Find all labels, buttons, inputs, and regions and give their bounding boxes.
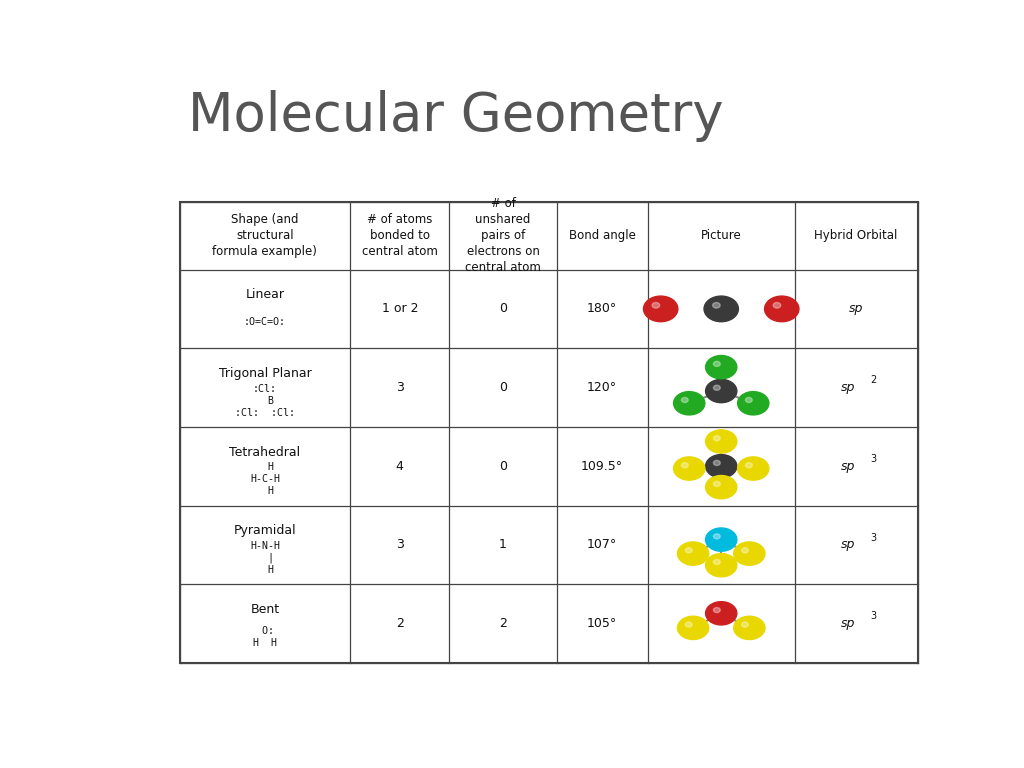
Circle shape xyxy=(685,548,692,553)
Circle shape xyxy=(734,616,765,640)
Text: 2: 2 xyxy=(396,617,403,630)
Text: sp: sp xyxy=(841,460,855,472)
Text: :Cl:
  B
:Cl:  :Cl:: :Cl: B :Cl: :Cl: xyxy=(234,383,295,418)
Text: O:
H  H: O: H H xyxy=(253,625,276,647)
Text: 105°: 105° xyxy=(587,617,617,630)
Circle shape xyxy=(773,303,780,308)
Circle shape xyxy=(741,548,749,553)
Circle shape xyxy=(674,457,705,480)
Circle shape xyxy=(706,379,737,402)
Text: :O=C=O:: :O=C=O: xyxy=(244,317,286,327)
Text: 3: 3 xyxy=(396,381,403,394)
Circle shape xyxy=(706,528,737,551)
Circle shape xyxy=(652,303,659,308)
Text: 180°: 180° xyxy=(587,303,617,316)
Text: Molecular Geometry: Molecular Geometry xyxy=(187,91,723,142)
Text: 3: 3 xyxy=(870,611,877,621)
Circle shape xyxy=(706,455,737,478)
Circle shape xyxy=(765,296,799,322)
Circle shape xyxy=(674,392,705,415)
Circle shape xyxy=(678,542,709,565)
Circle shape xyxy=(706,554,737,577)
Text: sp: sp xyxy=(849,303,863,316)
Text: 4: 4 xyxy=(396,460,403,472)
Circle shape xyxy=(681,397,688,402)
Circle shape xyxy=(737,392,769,415)
Text: Bent: Bent xyxy=(250,603,280,616)
Circle shape xyxy=(745,462,753,468)
Text: 3: 3 xyxy=(396,538,403,551)
Text: 2: 2 xyxy=(499,617,507,630)
Circle shape xyxy=(706,475,737,498)
Circle shape xyxy=(685,622,692,627)
Text: 1: 1 xyxy=(499,538,507,551)
Text: 2: 2 xyxy=(870,376,877,386)
Text: 3: 3 xyxy=(870,533,877,543)
Circle shape xyxy=(714,435,720,441)
Text: sp: sp xyxy=(841,617,855,630)
Text: # of
unshared
pairs of
electrons on
central atom: # of unshared pairs of electrons on cent… xyxy=(465,197,541,274)
Text: Hybrid Orbital: Hybrid Orbital xyxy=(814,229,898,242)
Circle shape xyxy=(741,622,749,627)
Circle shape xyxy=(714,460,720,465)
Text: # of atoms
bonded to
central atom: # of atoms bonded to central atom xyxy=(361,213,437,258)
Circle shape xyxy=(714,386,720,390)
Text: sp: sp xyxy=(841,538,855,551)
Circle shape xyxy=(714,607,720,613)
Circle shape xyxy=(714,534,720,539)
Circle shape xyxy=(678,616,709,640)
Text: Linear: Linear xyxy=(246,288,285,301)
Text: Pyramidal: Pyramidal xyxy=(233,524,296,537)
Circle shape xyxy=(713,303,720,308)
Text: 107°: 107° xyxy=(587,538,617,551)
Circle shape xyxy=(714,362,720,366)
Text: 0: 0 xyxy=(499,381,507,394)
Circle shape xyxy=(705,296,738,322)
Circle shape xyxy=(706,356,737,379)
Text: 3: 3 xyxy=(870,454,877,464)
Text: 0: 0 xyxy=(499,460,507,472)
Circle shape xyxy=(714,559,720,564)
Circle shape xyxy=(643,296,678,322)
Text: 109.5°: 109.5° xyxy=(581,460,624,472)
Bar xyxy=(179,201,918,663)
Circle shape xyxy=(714,482,720,486)
Text: 1 or 2: 1 or 2 xyxy=(382,303,418,316)
Text: sp: sp xyxy=(841,381,855,394)
Text: H-N-H
  |
  H: H-N-H | H xyxy=(250,541,280,575)
Text: Shape (and
structural
formula example): Shape (and structural formula example) xyxy=(212,213,317,258)
Circle shape xyxy=(745,397,753,402)
Circle shape xyxy=(734,542,765,565)
Text: Tetrahedral: Tetrahedral xyxy=(229,445,300,458)
Text: Trigonal Planar: Trigonal Planar xyxy=(218,367,311,380)
Text: Bond angle: Bond angle xyxy=(568,229,636,242)
Text: H
H-C-H
  H: H H-C-H H xyxy=(250,462,280,496)
Circle shape xyxy=(737,457,769,480)
Circle shape xyxy=(706,430,737,453)
FancyBboxPatch shape xyxy=(120,86,930,690)
Circle shape xyxy=(706,601,737,625)
Text: 120°: 120° xyxy=(587,381,617,394)
Text: 0: 0 xyxy=(499,303,507,316)
Text: Picture: Picture xyxy=(700,229,741,242)
Circle shape xyxy=(681,462,688,468)
